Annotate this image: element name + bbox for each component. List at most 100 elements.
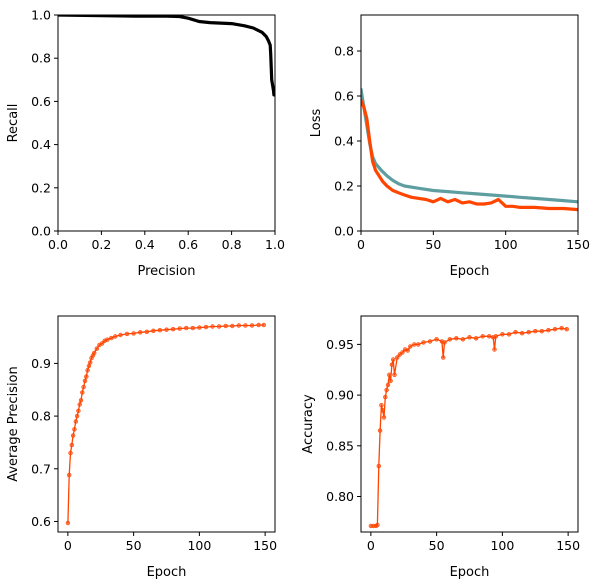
data-point-ap [223,323,228,329]
data-point-ap [82,378,88,383]
y-tick-label-pr: 1.0 [31,8,51,23]
y-tick-label-pr: 0.0 [31,224,51,239]
axes-frame-ap [57,315,276,533]
data-point-acc [375,522,380,528]
data-point-acc [405,348,410,353]
x-tick-label-acc: 50 [429,538,445,553]
data-point-acc [513,330,518,335]
y-tick-label-pr: 0.8 [31,51,51,66]
y-tick-label-acc: 0.95 [326,337,354,352]
data-point-acc [500,332,505,337]
data-point-acc [388,378,393,384]
x-axis-label-ap: Epoch [147,565,187,580]
data-point-ap [210,324,215,329]
data-point-ap [230,323,235,329]
data-point-ap [177,326,182,331]
data-point-acc [412,342,417,347]
x-tick-label-loss: 100 [494,237,518,252]
chart-panel-acc: 0 50 100 150 0.80 0.85 0.90 0.95 Epoch Accuracy [301,315,580,580]
data-point-acc [447,337,452,342]
series-line-acc-0 [370,327,568,527]
data-point-ap [70,433,76,438]
data-point-ap [105,337,110,342]
y-tick-label-ap: 0.6 [31,514,51,529]
chart-panel-loss: 0 50 100 150 0.0 0.2 0.4 0.6 0.8 Epoch Loss [309,14,590,279]
x-tick-label-loss: 50 [425,237,441,252]
y-axis-label-ap: Average Precision [6,366,21,482]
data-point-acc [519,331,525,336]
y-tick-label-loss: 0.0 [334,224,354,239]
data-point-acc [552,327,558,332]
data-point-ap [72,427,77,432]
data-point-ap [81,384,86,390]
data-point-ap [203,324,209,330]
data-point-acc [533,329,538,334]
data-point-ap [87,360,93,365]
axes-frame-loss [360,14,579,232]
data-point-acc [391,357,396,362]
data-point-acc [377,428,383,433]
data-point-acc [460,337,466,342]
x-tick-label-loss: 150 [566,237,590,252]
data-point-ap [85,368,90,373]
data-point-ap [151,328,156,333]
data-point-ap [170,327,176,332]
data-point-ap [109,335,114,341]
y-tick-label-loss: 0.2 [334,179,354,194]
x-tick-label-ap: 100 [187,538,211,553]
y-axis-label-acc: Accuracy [301,394,316,454]
data-point-acc [384,387,389,393]
data-point-acc [506,332,512,337]
data-point-ap [76,408,81,413]
x-tick-label-loss: 0 [357,237,365,252]
data-point-acc [526,330,531,335]
data-point-ap [124,331,130,337]
data-point-acc [441,355,446,360]
data-point-ap [99,341,105,346]
data-point-acc [480,334,485,339]
data-point-acc [487,334,492,339]
data-point-ap [197,325,202,330]
y-tick-label-ap: 0.8 [31,409,51,424]
y-axis-label-pr: Recall [6,104,21,143]
data-point-ap [184,325,189,331]
data-point-acc [539,329,544,334]
data-point-ap [144,329,150,334]
data-point-acc [559,326,564,331]
data-point-acc [395,355,400,360]
series-line-loss-0 [361,87,578,204]
data-point-ap [78,398,84,403]
data-point-ap [138,330,143,335]
data-point-ap [74,413,80,419]
data-point-ap [164,327,169,332]
data-point-ap [131,331,136,336]
data-point-ap [77,402,82,407]
y-tick-label-acc: 0.85 [326,438,354,453]
data-point-acc [454,336,459,341]
data-point-ap [94,346,100,351]
data-point-acc [385,382,391,388]
data-point-acc [467,335,472,340]
y-tick-label-loss: 0.8 [334,44,354,59]
y-tick-label-pr: 0.6 [31,94,51,109]
data-point-acc [392,372,397,377]
data-point-acc [416,342,421,347]
chart-panel-ap: 0 50 100 150 0.6 0.7 0.8 0.9 Epoch Average Precis… [6,315,277,580]
x-tick-label-pr: 0.6 [178,237,198,252]
data-point-acc [493,334,498,339]
data-point-acc [492,347,497,352]
chart-panel-pr: 0.0 0.2 0.4 0.6 0.8 1.0 0.0 0.2 0.4 0.6 0.8 1.0 Prec… [6,8,285,280]
data-point-ap [86,363,92,369]
series-line-pr-0 [58,15,275,97]
x-tick-label-ap: 0 [64,538,72,553]
data-point-ap [157,328,163,333]
data-point-ap [261,322,266,328]
data-point-ap [68,450,73,456]
x-tick-label-acc: 0 [367,538,375,553]
data-point-acc [564,327,569,332]
x-tick-label-ap: 150 [253,538,277,553]
x-tick-label-acc: 100 [490,538,514,553]
data-point-acc [383,394,388,400]
y-tick-label-acc: 0.80 [326,489,354,504]
x-tick-label-acc: 150 [556,538,580,553]
